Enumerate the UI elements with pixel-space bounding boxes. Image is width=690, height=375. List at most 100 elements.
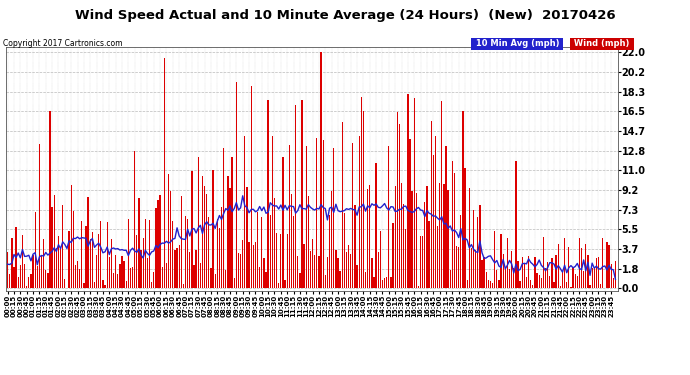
Bar bbox=[157, 200, 159, 288]
Bar bbox=[456, 246, 457, 288]
Bar bbox=[181, 196, 182, 288]
Bar bbox=[528, 256, 529, 288]
Bar bbox=[170, 191, 171, 288]
Bar bbox=[280, 234, 282, 288]
Bar bbox=[130, 268, 131, 288]
Text: 10 Min Avg (mph): 10 Min Avg (mph) bbox=[473, 39, 562, 48]
Bar bbox=[401, 183, 402, 288]
Bar bbox=[391, 277, 392, 288]
Bar bbox=[297, 256, 298, 288]
Bar bbox=[595, 258, 597, 288]
Bar bbox=[102, 280, 103, 288]
Bar bbox=[568, 247, 569, 288]
Bar bbox=[219, 228, 220, 288]
Bar bbox=[134, 151, 135, 288]
Bar bbox=[286, 234, 288, 288]
Bar bbox=[308, 196, 309, 288]
Bar bbox=[318, 256, 319, 288]
Bar bbox=[363, 111, 364, 288]
Bar bbox=[310, 251, 311, 288]
Bar bbox=[172, 220, 173, 288]
Bar bbox=[236, 82, 237, 288]
Bar bbox=[268, 100, 269, 288]
Bar bbox=[208, 217, 210, 288]
Bar bbox=[304, 244, 305, 288]
Bar bbox=[589, 285, 591, 288]
Bar bbox=[278, 283, 279, 288]
Bar bbox=[509, 269, 510, 288]
Bar bbox=[545, 268, 546, 288]
Bar bbox=[395, 186, 396, 288]
Bar bbox=[83, 283, 84, 288]
Bar bbox=[492, 283, 493, 288]
Bar bbox=[81, 222, 82, 288]
Bar bbox=[443, 184, 444, 288]
Bar bbox=[250, 86, 252, 288]
Bar bbox=[60, 249, 61, 288]
Bar bbox=[464, 168, 466, 288]
Bar bbox=[210, 268, 212, 288]
Bar bbox=[22, 235, 23, 288]
Bar bbox=[314, 255, 315, 288]
Bar bbox=[143, 238, 144, 288]
Bar bbox=[609, 245, 610, 288]
Bar bbox=[41, 256, 42, 288]
Text: Wind Speed Actual and 10 Minute Average (24 Hours)  (New)  20170426: Wind Speed Actual and 10 Minute Average … bbox=[75, 9, 615, 22]
Bar bbox=[270, 215, 271, 288]
Bar bbox=[335, 251, 337, 288]
Bar bbox=[458, 248, 460, 288]
Bar bbox=[494, 231, 495, 288]
Bar bbox=[577, 276, 578, 288]
Bar bbox=[346, 252, 347, 288]
Bar bbox=[399, 124, 400, 288]
Bar bbox=[424, 202, 426, 288]
Bar bbox=[462, 111, 464, 288]
Bar bbox=[111, 239, 112, 288]
Bar bbox=[47, 273, 48, 288]
Bar bbox=[248, 242, 250, 288]
Bar bbox=[88, 197, 89, 288]
Bar bbox=[45, 270, 46, 288]
Bar bbox=[405, 229, 406, 288]
Bar bbox=[600, 284, 601, 288]
Bar bbox=[522, 257, 523, 288]
Bar bbox=[329, 215, 331, 288]
Bar bbox=[431, 121, 432, 288]
Bar bbox=[532, 285, 533, 288]
Bar bbox=[426, 186, 428, 288]
Bar bbox=[384, 278, 385, 288]
Bar bbox=[403, 204, 404, 288]
Bar bbox=[54, 195, 55, 288]
Bar bbox=[371, 258, 373, 288]
Bar bbox=[213, 170, 214, 288]
Bar bbox=[58, 236, 59, 288]
Bar bbox=[26, 286, 28, 288]
Bar bbox=[388, 146, 389, 288]
Bar bbox=[541, 278, 542, 288]
Bar bbox=[62, 205, 63, 288]
Bar bbox=[562, 273, 563, 288]
Bar bbox=[68, 231, 70, 288]
Bar bbox=[511, 251, 512, 288]
Bar bbox=[553, 282, 555, 288]
Bar bbox=[581, 248, 582, 288]
Bar bbox=[316, 138, 317, 288]
Bar bbox=[579, 238, 580, 288]
Bar bbox=[382, 280, 383, 288]
Bar bbox=[496, 270, 497, 288]
Bar bbox=[367, 189, 368, 288]
Bar bbox=[471, 248, 472, 288]
Bar bbox=[193, 265, 195, 288]
Bar bbox=[348, 245, 349, 288]
Bar bbox=[39, 144, 40, 288]
Bar bbox=[56, 248, 57, 288]
Bar bbox=[259, 267, 260, 288]
Bar bbox=[261, 217, 262, 288]
Bar bbox=[504, 267, 506, 288]
Bar bbox=[393, 223, 394, 288]
Bar bbox=[350, 254, 351, 288]
Bar bbox=[375, 163, 377, 288]
Bar bbox=[466, 280, 468, 288]
Bar bbox=[126, 281, 127, 288]
Bar bbox=[100, 221, 101, 288]
